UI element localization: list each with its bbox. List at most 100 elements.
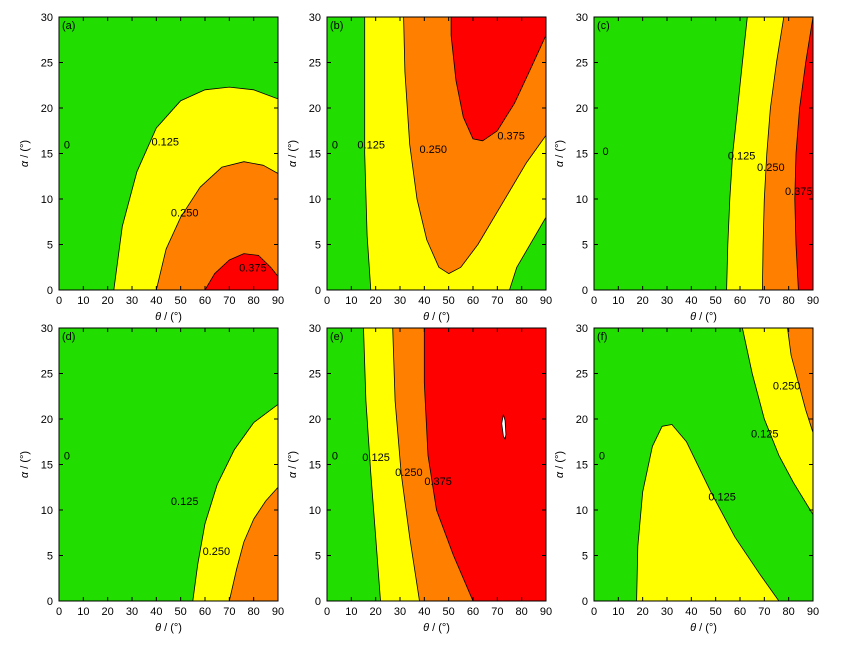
region-level-3 [204, 253, 278, 290]
panel-label: (d) [62, 331, 75, 343]
x-tick-label: 80 [516, 606, 528, 618]
contour-label: 0.250 [203, 546, 231, 558]
region-level-2 [787, 328, 813, 434]
x-tick-label: 90 [540, 606, 552, 618]
y-tick-label: 15 [576, 460, 588, 472]
x-tick-label: 90 [807, 606, 819, 618]
contour-label: 0.250 [773, 380, 801, 392]
x-tick-label: 30 [394, 606, 406, 618]
contour-label: 0 [64, 139, 70, 151]
panel-label: (b) [330, 20, 343, 32]
x-tick-label: 70 [491, 295, 503, 307]
y-tick-label: 30 [41, 12, 53, 24]
contour-panel-1: 0 10 20 30 40 50 60 70 80 90 0 5 10 15 20 25 30 θ / (°) α … [19, 12, 284, 323]
y-tick-label: 20 [576, 414, 588, 426]
x-tick-label: 0 [56, 606, 62, 618]
x-tick-label: 0 [324, 295, 330, 307]
contour-label: 0.375 [785, 186, 813, 198]
y-axis-label: α / (°) [287, 140, 299, 167]
y-tick-label: 15 [41, 149, 53, 161]
y-axis-label: α / (°) [554, 451, 566, 478]
contour-label: 0 [599, 450, 605, 462]
x-tick-label: 80 [248, 295, 260, 307]
y-tick-label: 25 [309, 58, 321, 70]
y-tick-label: 0 [582, 285, 588, 297]
x-tick-label: 30 [394, 295, 406, 307]
panel-label: (e) [330, 331, 343, 343]
x-tick-label: 0 [591, 295, 597, 307]
x-tick-label: 30 [126, 295, 138, 307]
x-tick-label: 30 [661, 295, 673, 307]
contour-panel-5: 0 10 20 30 40 50 60 70 80 90 0 5 10 15 20 25 30 θ / (°) α … [287, 323, 552, 634]
contour-label: 0.375 [497, 130, 525, 142]
y-tick-label: 0 [315, 596, 321, 608]
contour-label: 0.125 [357, 139, 385, 151]
y-tick-label: 20 [41, 103, 53, 115]
x-tick-label: 70 [758, 295, 770, 307]
contour-label: 0.250 [171, 208, 199, 220]
contour-label: 0.250 [419, 144, 447, 156]
panel-label: (f) [597, 331, 607, 343]
y-tick-label: 0 [582, 596, 588, 608]
x-tick-label: 50 [443, 606, 455, 618]
x-axis-label: θ / (°) [690, 622, 717, 634]
y-axis-label: α / (°) [554, 140, 566, 167]
contour-label: 0.125 [151, 137, 179, 149]
contour-label: 0.375 [424, 476, 452, 488]
contour-label: 0.125 [728, 150, 756, 162]
y-tick-label: 5 [315, 240, 321, 252]
y-tick-label: 5 [47, 551, 53, 563]
x-tick-label: 60 [199, 295, 211, 307]
x-tick-label: 10 [345, 606, 357, 618]
y-tick-label: 10 [576, 194, 588, 206]
region-level-3 [794, 17, 813, 290]
x-tick-label: 60 [734, 295, 746, 307]
y-tick-label: 10 [41, 505, 53, 517]
x-tick-label: 70 [758, 606, 770, 618]
region-hole [501, 414, 507, 441]
x-tick-label: 10 [77, 606, 89, 618]
x-tick-label: 60 [199, 606, 211, 618]
y-tick-label: 10 [576, 505, 588, 517]
contour-panel-3: 0 10 20 30 40 50 60 70 80 90 0 5 10 15 20 25 30 θ / (°) α … [554, 12, 819, 323]
y-tick-label: 0 [47, 596, 53, 608]
x-tick-label: 50 [710, 606, 722, 618]
x-tick-label: 0 [591, 606, 597, 618]
x-tick-label: 90 [540, 295, 552, 307]
contour-label: 0 [332, 450, 338, 462]
y-tick-label: 30 [309, 323, 321, 335]
x-tick-label: 70 [223, 606, 235, 618]
x-tick-label: 90 [807, 295, 819, 307]
contour-panel-4: 0 10 20 30 40 50 60 70 80 90 0 5 10 15 20 25 30 θ / (°) α … [19, 323, 284, 634]
y-tick-label: 10 [41, 194, 53, 206]
y-tick-label: 15 [576, 149, 588, 161]
x-tick-label: 20 [102, 606, 114, 618]
x-tick-label: 60 [734, 606, 746, 618]
x-tick-label: 0 [324, 606, 330, 618]
panel-label: (c) [597, 20, 610, 32]
y-axis-label: α / (°) [19, 140, 31, 167]
x-tick-label: 70 [223, 295, 235, 307]
y-tick-label: 20 [41, 414, 53, 426]
y-tick-label: 30 [576, 12, 588, 24]
x-tick-label: 70 [491, 606, 503, 618]
x-tick-label: 50 [710, 295, 722, 307]
region-level-3 [423, 328, 546, 601]
contour-panel-2: 0 10 20 30 40 50 60 70 80 90 0 5 10 15 20 25 30 θ / (°) α … [287, 12, 552, 323]
x-tick-label: 30 [661, 606, 673, 618]
y-tick-label: 5 [315, 551, 321, 563]
y-tick-label: 0 [315, 285, 321, 297]
x-axis-label: θ / (°) [423, 311, 450, 323]
x-axis-label: θ / (°) [423, 622, 450, 634]
y-tick-label: 25 [41, 58, 53, 70]
x-tick-label: 50 [175, 295, 187, 307]
x-tick-label: 60 [467, 606, 479, 618]
y-tick-label: 10 [309, 194, 321, 206]
x-tick-label: 20 [370, 295, 382, 307]
x-tick-label: 40 [685, 606, 697, 618]
x-tick-label: 20 [637, 606, 649, 618]
panel-label: (a) [62, 20, 75, 32]
y-tick-label: 20 [309, 103, 321, 115]
x-tick-label: 90 [272, 606, 284, 618]
